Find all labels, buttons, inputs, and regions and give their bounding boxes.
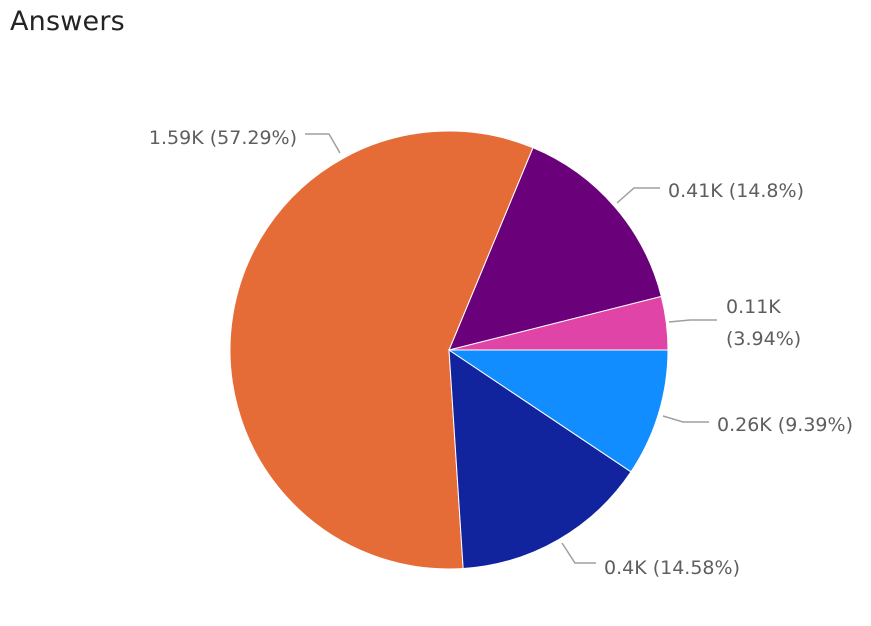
leader-line bbox=[616, 187, 660, 204]
slice-data-label: 0.11K bbox=[726, 296, 781, 318]
leader-lines bbox=[305, 133, 717, 564]
chart-title: Answers bbox=[10, 6, 125, 37]
leader-line bbox=[561, 542, 596, 564]
leader-line bbox=[662, 415, 709, 423]
leader-line bbox=[305, 133, 341, 154]
pie-slice-0-4k[interactable] bbox=[448, 349, 632, 570]
slice-labels: 0.11K (3.94%) 0.41K (14.8%) 1.59K (57.29%) 0… bbox=[149, 127, 853, 579]
pie-slice-0-26k[interactable] bbox=[447, 349, 669, 473]
pie-slice-1-59k[interactable] bbox=[229, 130, 534, 570]
slice-data-label: 0.41K (14.8%) bbox=[668, 180, 804, 202]
pie-slice-0-41k[interactable] bbox=[448, 147, 662, 351]
slice-data-label: 0.26K (9.39%) bbox=[717, 414, 853, 436]
slice-data-label: (3.94%) bbox=[726, 328, 801, 350]
leader-line bbox=[668, 319, 717, 323]
slice-data-label: 1.59K (57.29%) bbox=[149, 127, 297, 149]
pie-slices bbox=[229, 130, 669, 570]
slice-data-label: 0.4K (14.58%) bbox=[604, 557, 740, 579]
